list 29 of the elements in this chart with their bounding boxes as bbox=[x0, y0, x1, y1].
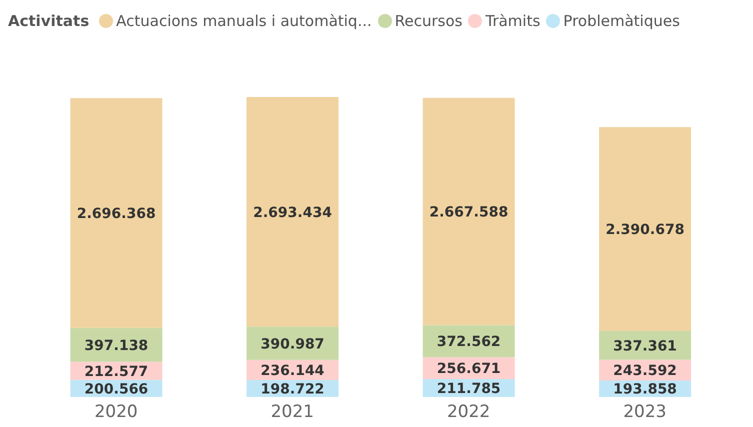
bar bbox=[422, 98, 515, 326]
data-label: 2.696.368 bbox=[76, 206, 156, 222]
legend-label: Problemàtiques bbox=[563, 12, 680, 30]
data-label: 193.858 bbox=[613, 382, 677, 398]
data-label: 397.138 bbox=[84, 338, 148, 354]
legend-label: Recursos bbox=[394, 12, 462, 30]
data-label: 243.592 bbox=[613, 363, 677, 380]
x-tick-label: 2021 bbox=[270, 402, 314, 422]
data-label: 212.577 bbox=[84, 364, 148, 380]
data-label: 2.667.588 bbox=[429, 204, 508, 221]
data-label: 372.562 bbox=[436, 334, 501, 350]
data-label: 256.671 bbox=[436, 361, 501, 378]
data-label: 2.390.678 bbox=[606, 222, 684, 238]
data-label: 198.722 bbox=[260, 382, 324, 398]
data-label: 337.361 bbox=[613, 338, 677, 354]
x-tick-label: 2023 bbox=[623, 402, 667, 422]
bar bbox=[599, 127, 692, 331]
data-label: 2.693.434 bbox=[253, 204, 332, 221]
x-tick-label: 2022 bbox=[446, 402, 490, 422]
bar bbox=[70, 98, 162, 328]
data-label: 200.566 bbox=[84, 381, 148, 398]
legend-title: Activitats bbox=[8, 12, 90, 30]
x-tick-label: 2020 bbox=[94, 402, 138, 422]
bar bbox=[246, 97, 339, 327]
data-label: 236.144 bbox=[260, 362, 325, 379]
data-label: 390.987 bbox=[260, 336, 324, 352]
legend-label: Tràmits bbox=[485, 12, 540, 30]
data-label: 211.785 bbox=[436, 380, 501, 397]
legend-label: Actuacions manuals i automàtiq... bbox=[116, 12, 372, 30]
